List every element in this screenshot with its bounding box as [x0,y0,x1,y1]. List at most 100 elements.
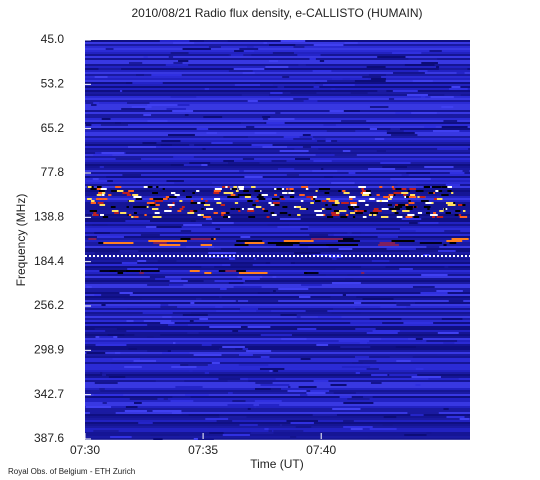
texture-speck [126,194,132,196]
texture-speck [216,420,233,422]
texture-speck [93,430,119,432]
texture-speck [447,114,453,116]
texture-speck [102,216,109,218]
texture-speck [276,244,293,246]
texture-speck [260,384,290,386]
texture-speck [330,296,357,298]
texture-speck [304,274,326,276]
texture-speck [234,202,239,204]
texture-row [85,144,470,146]
texture-dot [465,255,467,257]
texture-speck [197,438,214,440]
texture-speck [401,178,431,180]
texture-speck [311,238,343,240]
texture-speck [183,164,206,166]
texture-speck [202,216,211,218]
texture-speck [179,200,183,202]
texture-speck [304,272,309,274]
texture-speck [332,408,361,410]
texture-row [85,88,470,90]
texture-dot [193,255,195,257]
texture-speck [362,298,394,300]
texture-row [85,64,470,66]
texture-speck [189,320,194,322]
texture-speck [382,166,407,168]
texture-dot [201,255,203,257]
texture-speck [269,388,281,390]
texture-speck [447,190,452,192]
texture-speck [427,208,430,210]
texture-row [85,278,470,280]
texture-speck [331,204,338,206]
texture-row [85,208,470,210]
texture-row [85,272,470,274]
texture-dot [189,255,191,257]
texture-speck [443,342,455,344]
texture-speck [180,364,192,366]
texture-speck [300,228,308,230]
texture-speck [383,416,397,418]
texture-speck [251,144,273,146]
texture-speck [258,194,261,196]
texture-speck [293,98,309,100]
texture-speck [222,434,250,436]
texture-row [85,282,470,284]
texture-speck [436,190,443,192]
texture-speck [270,204,279,206]
texture-dot [169,255,171,257]
texture-speck [418,70,428,72]
texture-speck [173,62,183,64]
texture-speck [98,68,122,70]
texture-speck [124,410,147,412]
x-tick-label: 07:35 [188,443,218,457]
texture-speck [321,168,324,170]
texture-dot [329,255,331,257]
texture-dot [313,255,315,257]
texture-speck [115,158,142,160]
texture-speck [407,190,410,192]
texture-speck [343,420,354,422]
texture-speck [288,386,291,388]
texture-speck [235,300,239,302]
texture-speck [299,296,311,298]
texture-speck [388,194,394,196]
texture-speck [111,362,132,364]
texture-speck [147,350,168,352]
texture-speck [409,250,439,252]
texture-speck [350,212,355,214]
texture-speck [404,64,435,66]
texture-speck [244,176,263,178]
texture-speck [348,196,356,198]
texture-row [85,378,470,380]
texture-speck [331,182,355,184]
texture-speck [178,60,189,62]
texture-speck [185,394,209,396]
texture-row [85,222,470,224]
texture-dot [197,255,199,257]
texture-row [85,398,470,400]
texture-speck [216,310,240,312]
texture-speck [430,202,434,204]
texture-speck [238,272,268,274]
texture-speck [240,308,258,310]
texture-speck [338,240,360,242]
texture-row [85,80,470,82]
texture-speck [424,126,436,128]
texture-speck [190,202,198,204]
texture-speck [380,162,411,164]
texture-speck [138,422,153,424]
texture-dot [205,255,207,257]
texture-speck [243,50,255,52]
texture-speck [301,186,309,188]
texture-speck [293,138,312,140]
texture-row [85,330,470,332]
texture-speck [296,316,301,318]
texture-speck [97,202,104,204]
texture-speck [420,96,426,98]
texture-speck [229,258,236,260]
texture-dot [109,255,111,257]
texture-row [85,212,470,214]
texture-speck [326,198,331,200]
texture-speck [373,214,377,216]
texture-speck [419,222,439,224]
